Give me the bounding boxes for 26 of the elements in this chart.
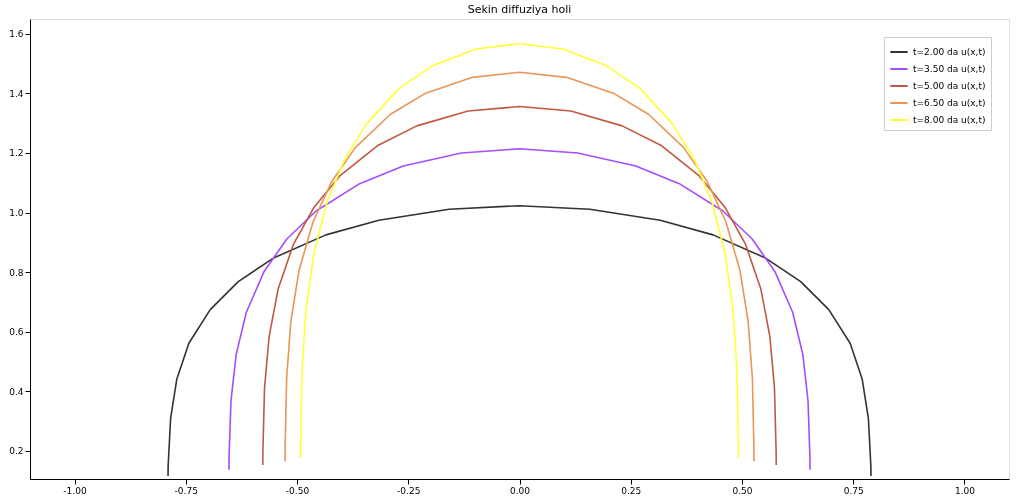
y-tick-label: 1.0 bbox=[9, 208, 24, 219]
line-series bbox=[261, 105, 778, 466]
x-tick-label: -0.50 bbox=[285, 485, 310, 496]
legend-label: t=6.50 da u(x,t) bbox=[913, 98, 986, 108]
y-tick-label: 0.8 bbox=[9, 267, 24, 278]
y-tick-label: 1.4 bbox=[9, 88, 24, 99]
x-tick-label: 0.50 bbox=[732, 485, 753, 496]
y-tick-label: 0.6 bbox=[9, 327, 24, 338]
legend-label: t=5.00 da u(x,t) bbox=[913, 81, 986, 91]
legend-label: t=2.00 da u(x,t) bbox=[913, 47, 986, 57]
x-tick-label: -1.00 bbox=[63, 485, 87, 496]
x-tick-label: -0.75 bbox=[174, 485, 198, 496]
y-tick-label: 0.4 bbox=[9, 386, 24, 397]
line-series bbox=[167, 204, 872, 477]
y-tick-label: 0.2 bbox=[9, 446, 24, 457]
y-tick-label: 1.6 bbox=[9, 29, 24, 40]
y-tick-label: 1.2 bbox=[9, 148, 24, 159]
x-tick-label: 0.25 bbox=[621, 485, 642, 496]
x-tick-label: 0.00 bbox=[509, 485, 531, 496]
x-tick-label: -0.25 bbox=[397, 485, 421, 496]
legend-label: t=3.50 da u(x,t) bbox=[913, 64, 986, 74]
line-series bbox=[228, 148, 811, 471]
x-tick-label: 0.75 bbox=[843, 485, 864, 496]
x-tick-label: 1.00 bbox=[954, 485, 976, 496]
legend-label: t=8.00 da u(x,t) bbox=[913, 115, 986, 125]
chart-title: Sekin diffuziya holi bbox=[467, 3, 572, 16]
